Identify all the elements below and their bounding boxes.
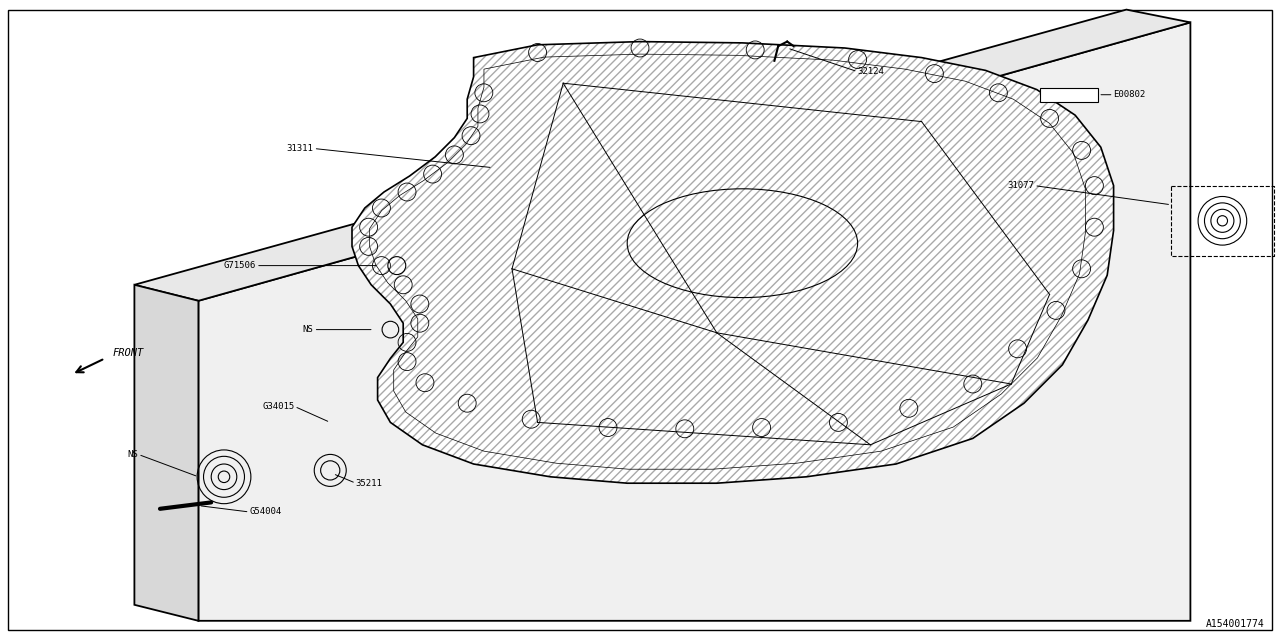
Text: 35211: 35211 xyxy=(356,479,383,488)
Text: 31077: 31077 xyxy=(1007,181,1034,190)
Text: 32124: 32124 xyxy=(858,67,884,76)
Text: 31311: 31311 xyxy=(287,144,314,153)
Polygon shape xyxy=(134,10,1190,301)
Polygon shape xyxy=(352,42,1114,483)
Text: NS: NS xyxy=(128,450,138,459)
Text: E00802: E00802 xyxy=(1114,90,1146,99)
Bar xyxy=(1039,88,1098,102)
Text: G54004: G54004 xyxy=(250,508,282,516)
Text: FRONT: FRONT xyxy=(113,348,143,358)
Text: A154001774: A154001774 xyxy=(1206,619,1265,629)
Text: G34015: G34015 xyxy=(262,402,294,411)
Text: G71506: G71506 xyxy=(224,261,256,270)
Polygon shape xyxy=(134,285,198,621)
Text: NS: NS xyxy=(303,325,314,334)
Polygon shape xyxy=(198,22,1190,621)
